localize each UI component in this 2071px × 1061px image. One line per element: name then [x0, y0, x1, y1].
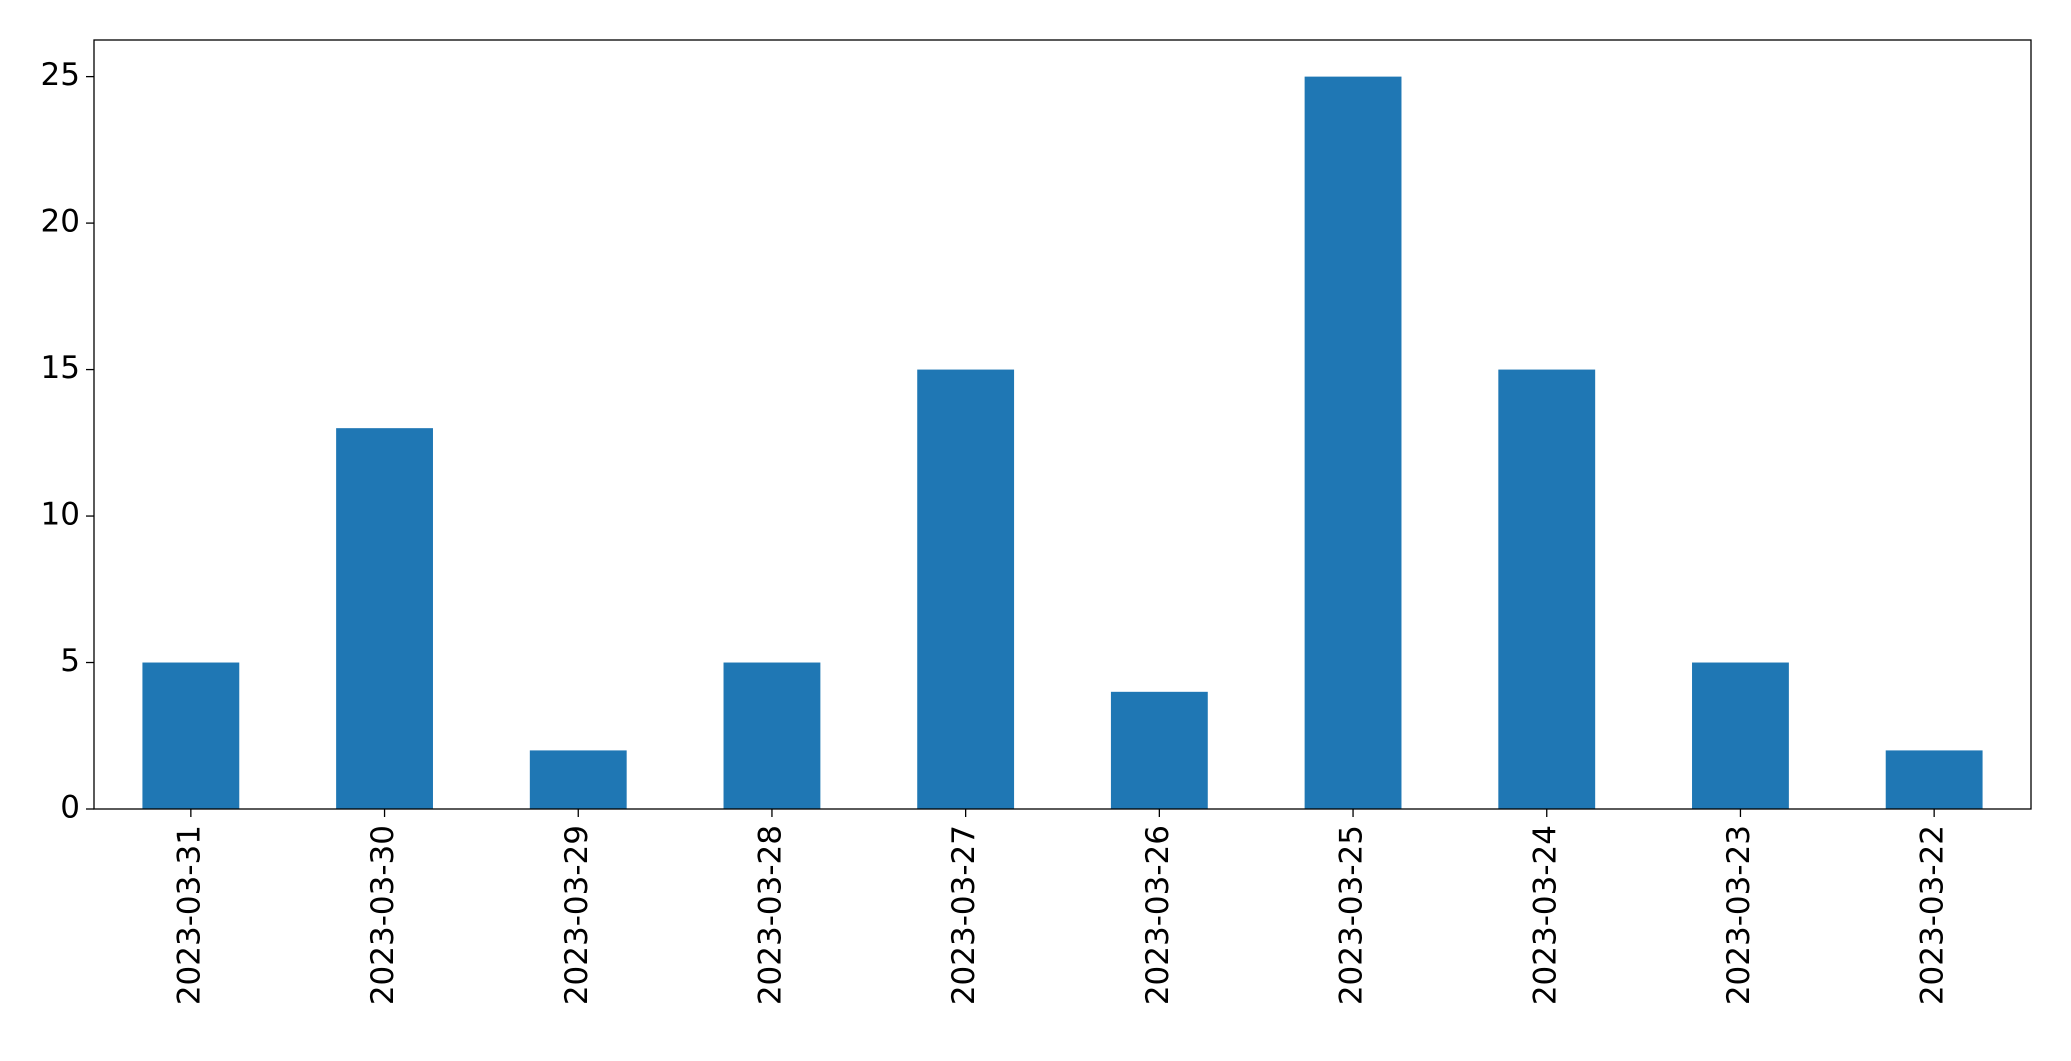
- bar: [1498, 369, 1596, 809]
- x-tick-label: 2023-03-30: [365, 825, 401, 1005]
- bar: [723, 662, 821, 809]
- y-tick-label: 0: [60, 790, 80, 826]
- bar: [529, 750, 627, 809]
- bar: [1304, 76, 1402, 810]
- x-tick-label: 2023-03-27: [946, 825, 982, 1005]
- bar: [142, 662, 240, 809]
- x-tick-label: 2023-03-24: [1527, 825, 1563, 1005]
- y-tick-label: 15: [41, 350, 80, 386]
- x-tick-label: 2023-03-31: [171, 825, 207, 1005]
- x-tick-label: 2023-03-25: [1334, 825, 1370, 1005]
- bar: [336, 428, 433, 809]
- plot-frame: [93, 39, 2032, 810]
- y-tick-label: 5: [60, 643, 80, 679]
- y-tick-label: 10: [41, 497, 80, 533]
- x-tick-label: 2023-03-29: [559, 825, 595, 1005]
- y-tick-label: 25: [41, 57, 80, 93]
- x-tick-label: 2023-03-26: [1140, 825, 1176, 1005]
- bar: [917, 369, 1015, 809]
- x-tick-label: 2023-03-28: [752, 825, 788, 1005]
- y-tick-label: 20: [41, 204, 80, 240]
- bar: [1692, 662, 1789, 809]
- x-tick-label: 2023-03-22: [1915, 825, 1951, 1005]
- bar: [1885, 750, 1983, 809]
- x-tick-label: 2023-03-23: [1721, 825, 1757, 1005]
- bar: [1110, 691, 1208, 809]
